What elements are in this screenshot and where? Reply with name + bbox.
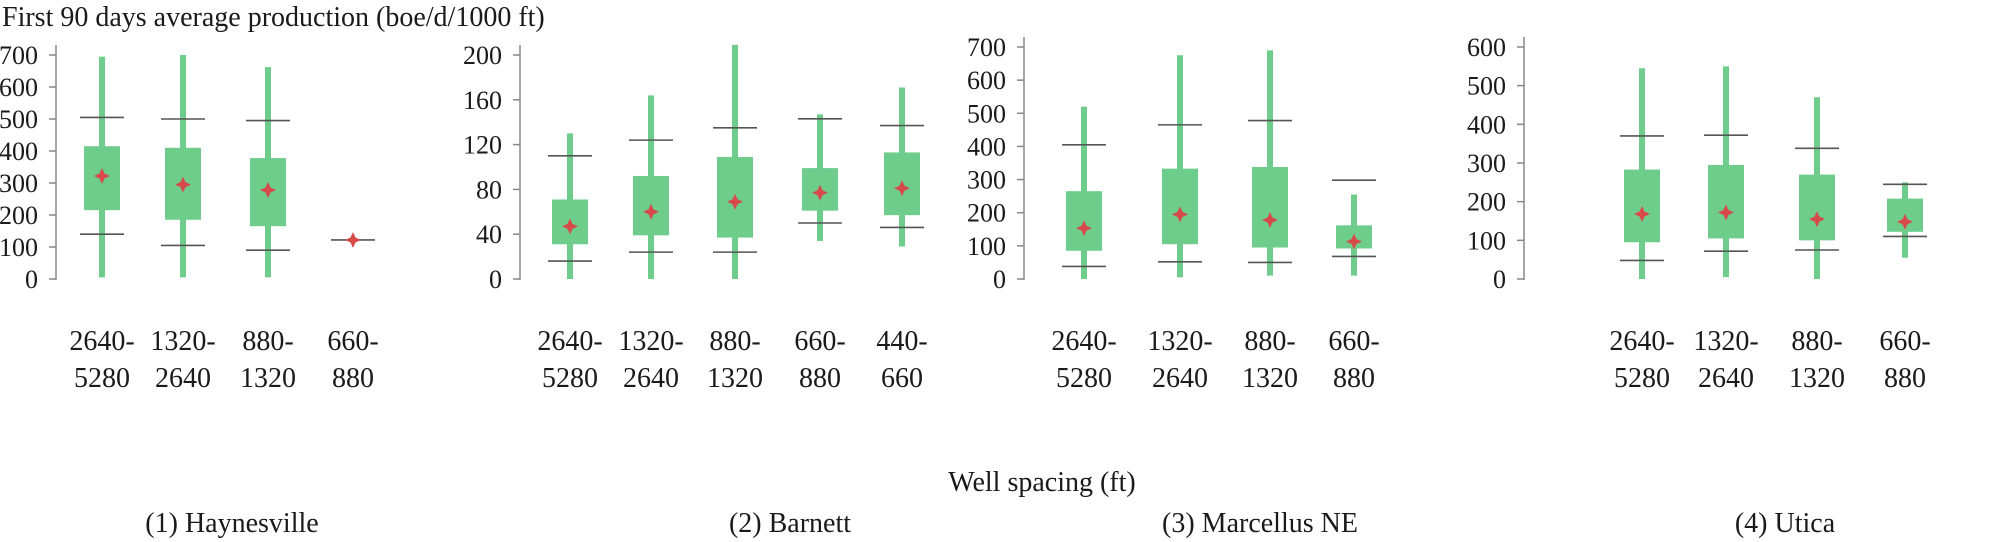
y-tick-label: 0: [1493, 265, 1506, 294]
category-label: 880-1320: [1242, 326, 1298, 394]
category-label: 880-1320: [707, 326, 763, 394]
category-label: 1320-2640: [618, 326, 683, 394]
mean-marker: [175, 176, 191, 193]
category-label: 660-880: [1879, 326, 1930, 394]
y-tick-label: 100: [967, 232, 1006, 261]
panel-title: (4) Utica: [1735, 508, 1836, 539]
y-tick-label: 500: [0, 105, 38, 134]
mean-marker: [345, 231, 361, 248]
category-label: 1320-2640: [150, 326, 215, 394]
mean-marker: [1897, 213, 1913, 230]
y-axis-ticks: 0 100 200 300 400 500 600: [1467, 33, 1525, 294]
y-axis-label: First 90 days average production (boe/d/…: [2, 2, 545, 33]
y-tick-label: 200: [1467, 188, 1506, 217]
mean-marker: [1076, 220, 1092, 237]
mean-marker: [260, 182, 276, 199]
mean-marker: [1634, 206, 1650, 223]
mean-marker: [894, 180, 910, 197]
y-tick-label: 200: [967, 199, 1006, 228]
category-label: 2640-5280: [69, 326, 134, 394]
y-tick-label: 100: [0, 233, 38, 262]
category-label: 660-880: [794, 326, 845, 394]
category-label: 2640-5280: [537, 326, 602, 394]
y-tick-label: 500: [967, 99, 1006, 128]
panel-marcellus-ne: 0 100 200 300 400 500 600 700 2640-5280 1320-264…: [967, 33, 1380, 539]
y-tick-label: 700: [0, 41, 38, 70]
y-tick-label: 600: [967, 66, 1006, 95]
mean-marker: [727, 193, 743, 210]
y-tick-label: 300: [967, 166, 1006, 195]
category-label: 440-660: [876, 326, 927, 394]
boxes: [1620, 66, 1927, 279]
y-tick-label: 600: [1467, 33, 1506, 62]
mean-marker: [1172, 206, 1188, 223]
mean-marker: [1262, 212, 1278, 229]
y-axis-ticks: 0 100 200 300 400 500 600 700: [967, 33, 1025, 294]
y-tick-label: 400: [967, 132, 1006, 161]
mean-marker: [562, 218, 578, 235]
panel-title: (1) Haynesville: [145, 508, 318, 539]
y-tick-label: 300: [1467, 149, 1506, 178]
mean-marker: [94, 167, 110, 184]
x-axis-label: Well spacing (ft): [948, 467, 1135, 498]
y-tick-label: 700: [967, 33, 1006, 62]
y-tick-label: 100: [1467, 226, 1506, 255]
category-label: 1320-2640: [1147, 326, 1212, 394]
mean-marker: [812, 184, 828, 201]
y-tick-label: 500: [1467, 72, 1506, 101]
y-tick-label: 400: [1467, 110, 1506, 139]
category-label: 880-1320: [240, 326, 296, 394]
panel-utica: 0 100 200 300 400 500 600 2640-5280 1320-2640 88…: [1467, 33, 1931, 539]
mean-marker: [1718, 204, 1734, 221]
panel-title: (3) Marcellus NE: [1162, 508, 1358, 539]
panel-title: (2) Barnett: [729, 508, 851, 539]
category-label: 2640-5280: [1609, 326, 1674, 394]
category-labels: 2640-5280 1320-2640 880-1320 660-880: [1609, 326, 1930, 394]
mean-marker: [1346, 233, 1362, 250]
iqr-box: [1799, 174, 1835, 241]
boxes: [80, 55, 375, 278]
panel-haynesville: 0 100 200 300 400 500 600 700 2640-52801320-264…: [0, 41, 379, 539]
y-tick-label: 0: [993, 265, 1006, 294]
category-labels: 2640-5280 1320-2640 880-1320 660-880: [1051, 326, 1379, 394]
y-tick-label: 200: [0, 201, 38, 230]
iqr-box: [1708, 164, 1744, 239]
y-tick-label: 400: [0, 137, 38, 166]
y-axis-ticks: 0 100 200 300 400 500 600 700: [0, 41, 57, 294]
y-tick-label: 160: [463, 86, 502, 115]
y-tick-label: 0: [489, 265, 502, 294]
boxes: [1062, 50, 1376, 279]
category-label: 2640-5280: [1051, 326, 1116, 394]
mean-marker: [643, 203, 659, 220]
y-tick-label: 200: [463, 41, 502, 70]
y-tick-label: 120: [463, 131, 502, 160]
y-axis-ticks: 0 40 80 120 160 200: [463, 41, 521, 294]
category-label: 880-1320: [1789, 326, 1845, 394]
y-tick-label: 300: [0, 169, 38, 198]
iqr-box: [1624, 169, 1660, 243]
mean-marker: [1809, 211, 1825, 228]
iqr-box: [1252, 166, 1288, 248]
category-label: 660-880: [1328, 326, 1379, 394]
category-label: 660-880: [327, 326, 378, 394]
boxes: [548, 44, 924, 279]
y-tick-label: 0: [25, 265, 38, 294]
y-tick-label: 40: [476, 220, 502, 249]
category-label: 1320-2640: [1693, 326, 1758, 394]
y-tick-label: 80: [476, 175, 502, 204]
y-tick-label: 600: [0, 73, 38, 102]
